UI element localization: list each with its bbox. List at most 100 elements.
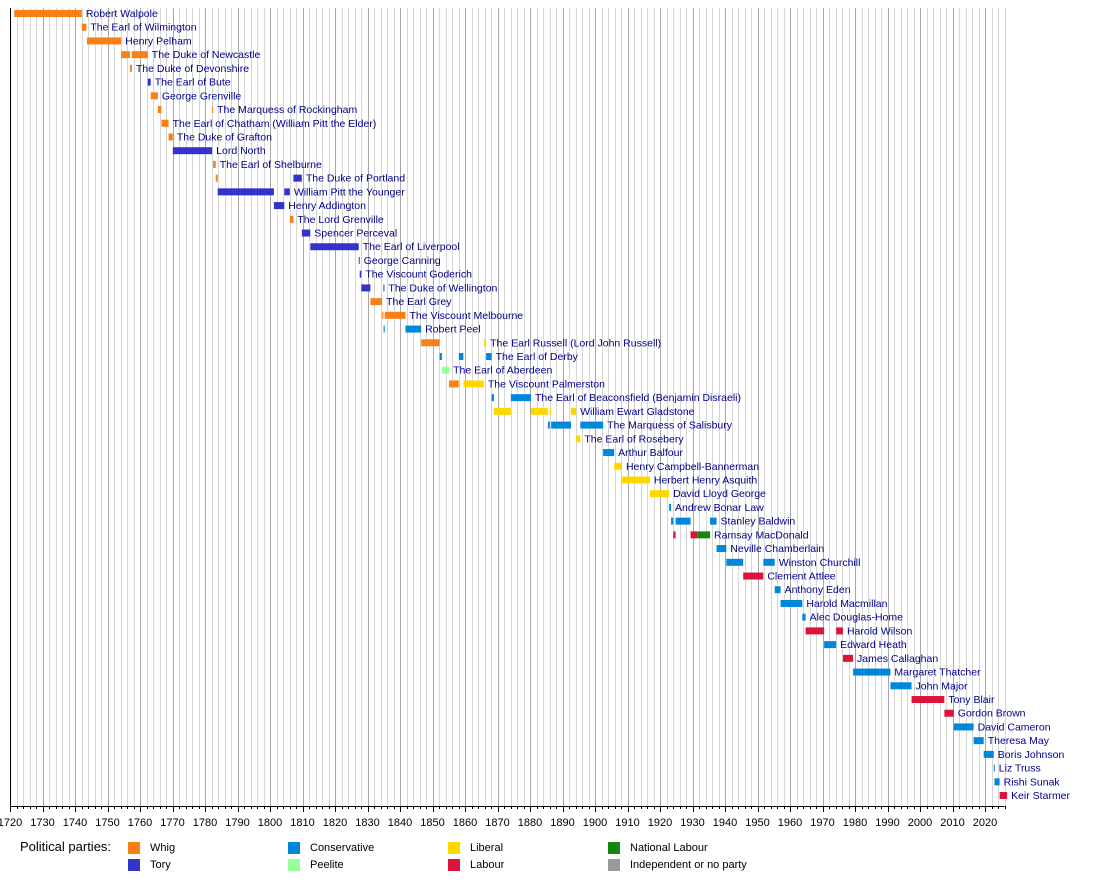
pm-label: Alec Douglas-Home bbox=[810, 612, 904, 624]
pm-label: Harold Wilson bbox=[847, 625, 913, 637]
legend-label: Liberal bbox=[470, 842, 504, 854]
term-bar bbox=[172, 147, 213, 155]
pm-label: Spencer Perceval bbox=[314, 228, 397, 240]
pm-label: George Canning bbox=[364, 255, 441, 267]
pm-label: Neville Chamberlain bbox=[730, 543, 824, 555]
x-tick-label: 1900 bbox=[583, 817, 607, 829]
term-bar bbox=[463, 380, 484, 388]
pm-label: The Lord Grenville bbox=[297, 214, 384, 226]
pm-label: David Lloyd George bbox=[673, 488, 766, 500]
term-bar bbox=[405, 325, 422, 333]
term-bar bbox=[168, 133, 173, 141]
pm-label: The Earl of Rosebery bbox=[584, 433, 684, 445]
term-bar bbox=[890, 682, 912, 690]
pm-label: Winston Churchill bbox=[779, 557, 861, 569]
legend-item: Liberal bbox=[448, 841, 503, 855]
term-bar bbox=[441, 366, 450, 374]
legend-swatch bbox=[608, 842, 620, 854]
term-bar bbox=[359, 270, 362, 278]
term-bar bbox=[824, 641, 837, 649]
term-bar bbox=[131, 51, 148, 59]
term-bar bbox=[805, 627, 825, 635]
pm-label: The Duke of Wellington bbox=[388, 282, 497, 294]
pm-label: Margaret Thatcher bbox=[894, 667, 981, 679]
term-bar bbox=[213, 160, 216, 168]
legend-swatch bbox=[288, 859, 300, 871]
term-bar bbox=[710, 517, 717, 525]
x-tick-label: 2000 bbox=[908, 817, 932, 829]
term-bar bbox=[911, 696, 945, 703]
term-bar bbox=[549, 407, 552, 415]
term-bar bbox=[510, 394, 531, 402]
legend-label: Labour bbox=[470, 859, 505, 871]
term-bar bbox=[361, 284, 371, 292]
term-bar bbox=[716, 545, 727, 553]
term-bar bbox=[603, 449, 615, 457]
pm-label: Arthur Balfour bbox=[618, 447, 683, 459]
prime-minister-labels: Robert Walpole The Earl of WilmingtonHenr… bbox=[86, 8, 1071, 802]
x-axis: 1720 1730 1740 1750 1760 1770 1780 1790 1800 1810… bbox=[0, 806, 1006, 829]
pm-label: The Marquess of Salisbury bbox=[607, 420, 733, 432]
pm-label: The Duke of Newcastle bbox=[152, 49, 261, 61]
term-bar bbox=[87, 37, 122, 45]
legend-swatch bbox=[288, 842, 300, 854]
pm-label: Tony Blair bbox=[948, 694, 995, 706]
pm-label: Boris Johnson bbox=[998, 749, 1065, 761]
pm-label: James Callaghan bbox=[857, 653, 938, 665]
term-bars bbox=[14, 10, 1008, 800]
pm-label: The Duke of Portland bbox=[306, 173, 405, 185]
term-bar bbox=[301, 229, 311, 237]
term-bar bbox=[129, 64, 132, 72]
x-tick-label: 1970 bbox=[810, 817, 834, 829]
pm-label: The Viscount Palmerston bbox=[488, 378, 605, 390]
term-bar bbox=[383, 325, 385, 333]
x-tick-label: 1780 bbox=[193, 817, 217, 829]
legend-label: National Labour bbox=[630, 842, 708, 854]
term-bar bbox=[551, 421, 571, 429]
pm-label: Robert Peel bbox=[425, 324, 480, 336]
pm-label: Liz Truss bbox=[999, 763, 1041, 775]
pm-label: William Ewart Gladstone bbox=[580, 406, 695, 418]
pm-label: George Grenville bbox=[162, 90, 242, 102]
term-bar bbox=[157, 106, 162, 114]
x-tick-label: 1980 bbox=[843, 817, 867, 829]
legend-item: Tory bbox=[128, 858, 171, 872]
legend-title: Political parties: bbox=[20, 839, 112, 854]
x-tick-label: 1840 bbox=[388, 817, 412, 829]
legend-item: National Labour bbox=[608, 841, 708, 855]
x-tick-label: 1950 bbox=[745, 817, 769, 829]
legend-item: Peelite bbox=[288, 858, 344, 872]
legend-item: Conservative bbox=[288, 841, 374, 855]
term-bar bbox=[458, 353, 464, 360]
legend-swatch bbox=[128, 859, 140, 871]
pm-label: The Earl of Bute bbox=[155, 77, 231, 89]
term-bar bbox=[358, 256, 360, 264]
x-tick-label: 1830 bbox=[355, 817, 379, 829]
pm-label: The Earl of Wilmington bbox=[90, 22, 196, 34]
term-bar bbox=[289, 215, 294, 223]
term-bar bbox=[944, 709, 954, 717]
pm-label: David Cameron bbox=[978, 721, 1051, 733]
term-bar bbox=[310, 243, 359, 251]
legend-label: Conservative bbox=[310, 842, 375, 854]
x-tick-label: 1990 bbox=[875, 817, 899, 829]
x-tick-label: 1910 bbox=[615, 817, 639, 829]
term-bar bbox=[449, 380, 459, 388]
term-bar bbox=[150, 92, 158, 100]
x-tick-label: 1820 bbox=[323, 817, 347, 829]
legend-label: Peelite bbox=[310, 859, 344, 871]
pm-label: The Duke of Devonshire bbox=[136, 63, 249, 75]
x-tick-label: 1740 bbox=[63, 817, 87, 829]
pm-label: The Earl of Beaconsfield (Benjamin Disra… bbox=[535, 392, 741, 404]
term-bar bbox=[370, 298, 383, 306]
x-tick-label: 1890 bbox=[550, 817, 574, 829]
x-tick-label: 1930 bbox=[680, 817, 704, 829]
term-bar bbox=[215, 174, 218, 182]
pm-label: Rishi Sunak bbox=[1004, 776, 1061, 788]
pm-label: Robert Walpole bbox=[86, 8, 158, 20]
pm-label: Henry Pelham bbox=[125, 35, 192, 47]
x-tick-label: 1730 bbox=[30, 817, 54, 829]
term-bar bbox=[383, 284, 385, 292]
x-tick-label: 1800 bbox=[258, 817, 282, 829]
pm-label: The Earl of Aberdeen bbox=[453, 365, 552, 377]
